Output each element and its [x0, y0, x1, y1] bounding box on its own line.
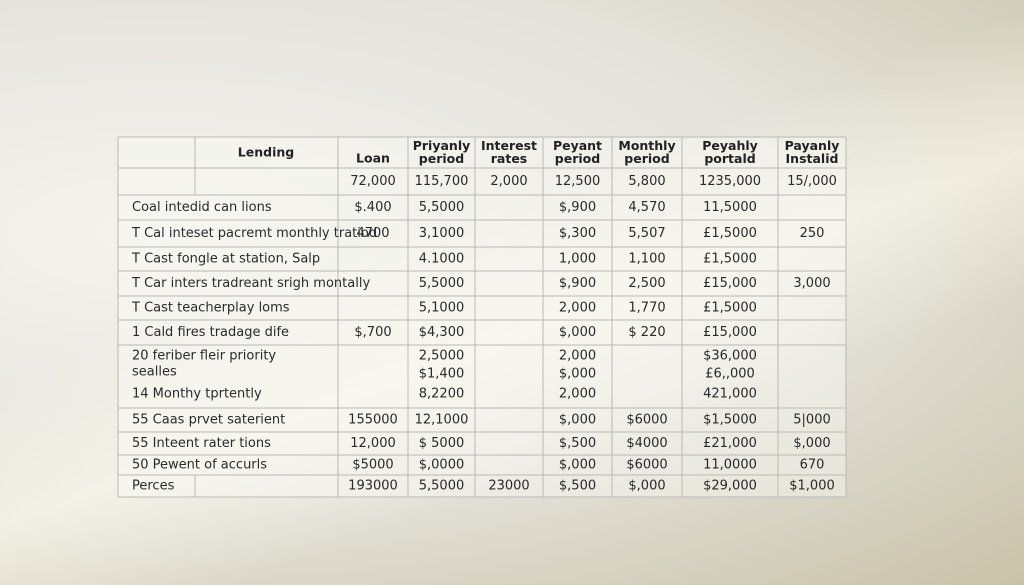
table-cell: $6000: [626, 458, 667, 473]
table-cell: 1 Cald fires tradage dife: [132, 325, 289, 340]
table-cell: 2,000: [559, 387, 596, 402]
table-cell: 1,770: [628, 301, 665, 316]
table-cell: £1,5000: [703, 252, 757, 267]
table-cell: $29,000: [703, 479, 757, 494]
table-cell: 5,507: [628, 226, 665, 241]
table-cell: 72,000: [350, 174, 396, 189]
table-cell: $,500: [559, 479, 596, 494]
table-cell: £21,000: [703, 436, 757, 451]
table-cell: 4,570: [628, 200, 665, 215]
table-cell: 2,000: [559, 301, 596, 316]
table-cell: 115,700: [415, 174, 469, 189]
table-cell: $36,000: [703, 349, 757, 364]
table-cell: 8,2200: [419, 387, 465, 402]
table-cell: $1,400: [419, 367, 465, 382]
table-cell: 12,500: [555, 174, 601, 189]
table-cell: 250: [800, 226, 825, 241]
table-cell: 15/,000: [787, 174, 837, 189]
table-cell: 5,5000: [419, 479, 465, 494]
table-cell: 2,000: [559, 349, 596, 364]
header-cell: Peyant period: [553, 138, 602, 166]
table-cell: £1,5000: [703, 301, 757, 316]
table-cell: 4700: [356, 226, 389, 241]
table-cell: $,300: [559, 226, 596, 241]
table-cell: $,000: [559, 325, 596, 340]
table-cell: 5,1000: [419, 301, 465, 316]
header-cell: Monthly period: [618, 138, 675, 166]
table-cell: 5,5000: [419, 200, 465, 215]
table-cell: 670: [800, 458, 825, 473]
table-cell: $1,5000: [703, 413, 757, 428]
table-cell: £1,5000: [703, 226, 757, 241]
table-cell: T Cast teacherplay loms: [131, 301, 290, 316]
table-cell: 11,0000: [703, 458, 757, 473]
table-cell: 55 Inteent rater tions: [132, 436, 271, 451]
table-cell: 55 Caas prvet saterient: [132, 413, 285, 428]
header-cell: Lending: [238, 145, 294, 160]
table-cell: 1,000: [559, 252, 596, 267]
table-cell: 193000: [348, 479, 398, 494]
table-cell: 12,1000: [415, 413, 469, 428]
table-cell: $,000: [628, 479, 665, 494]
table-cell: $6000: [626, 413, 667, 428]
header-cell: Peyahly portald: [702, 138, 758, 166]
table-cell: 12,000: [350, 436, 396, 451]
table-cell: 2,500: [628, 276, 665, 291]
table-cell: 3,000: [793, 276, 830, 291]
table-cell: $,0000: [419, 458, 465, 473]
table-cell: $,700: [354, 325, 391, 340]
table-cell: 5,5000: [419, 276, 465, 291]
table-cell: 5,800: [628, 174, 665, 189]
table-cell: 14 Monthy tprtently: [132, 387, 262, 402]
table-cell: T Car inters tradreant srigh montally: [131, 276, 370, 291]
table-cell: $5000: [352, 458, 393, 473]
table-cell: $,900: [559, 276, 596, 291]
table-cell: £15,000: [703, 325, 757, 340]
table-cell: $4,300: [419, 325, 465, 340]
table-cell: 3,1000: [419, 226, 465, 241]
table-panel: [118, 137, 846, 497]
table-cell: $,500: [559, 436, 596, 451]
table-cell: $4000: [626, 436, 667, 451]
table-cell: $,000: [559, 458, 596, 473]
table-cell: $1,000: [789, 479, 835, 494]
table-cell: 1,100: [628, 252, 665, 267]
table-cell: 23000: [488, 479, 529, 494]
table-cell: 2,000: [490, 174, 527, 189]
table-cell: 421,000: [703, 387, 757, 402]
table-cell: sealles: [132, 365, 177, 380]
header-cell: Payanly Instalid: [785, 138, 840, 166]
table-cell: 5|000: [793, 413, 830, 428]
table-cell: 4.1000: [419, 252, 465, 267]
table-cell: £15,000: [703, 276, 757, 291]
table-cell: $,000: [793, 436, 830, 451]
header-cell: Priyanly period: [413, 138, 471, 166]
table-cell: $.400: [354, 200, 391, 215]
table-cell: 2,5000: [419, 349, 465, 364]
table-cell: £6,,000: [705, 367, 755, 382]
table-cell: 50 Pewent of accurls: [132, 458, 267, 473]
table-cell: $,000: [559, 413, 596, 428]
table-cell: 1235,000: [699, 174, 761, 189]
table-cell: T Cal inteset pacremt monthly tratiod: [131, 226, 377, 241]
table-cell: $ 5000: [419, 436, 465, 451]
table-cell: 11,5000: [703, 200, 757, 215]
header-cell: Interest rates: [481, 138, 537, 166]
table-cell: $ 220: [628, 325, 665, 340]
table-cell: Perces: [132, 479, 175, 494]
table-cell: 20 feriber fleir priority: [132, 349, 276, 364]
table-cell: 155000: [348, 413, 398, 428]
table-cell: T Cast fongle at station, Salp: [131, 252, 320, 267]
header-cell: Loan: [356, 151, 390, 166]
table-cell: $,000: [559, 367, 596, 382]
table-cell: $,900: [559, 200, 596, 215]
table-cell: Coal intedid can lions: [132, 200, 272, 215]
